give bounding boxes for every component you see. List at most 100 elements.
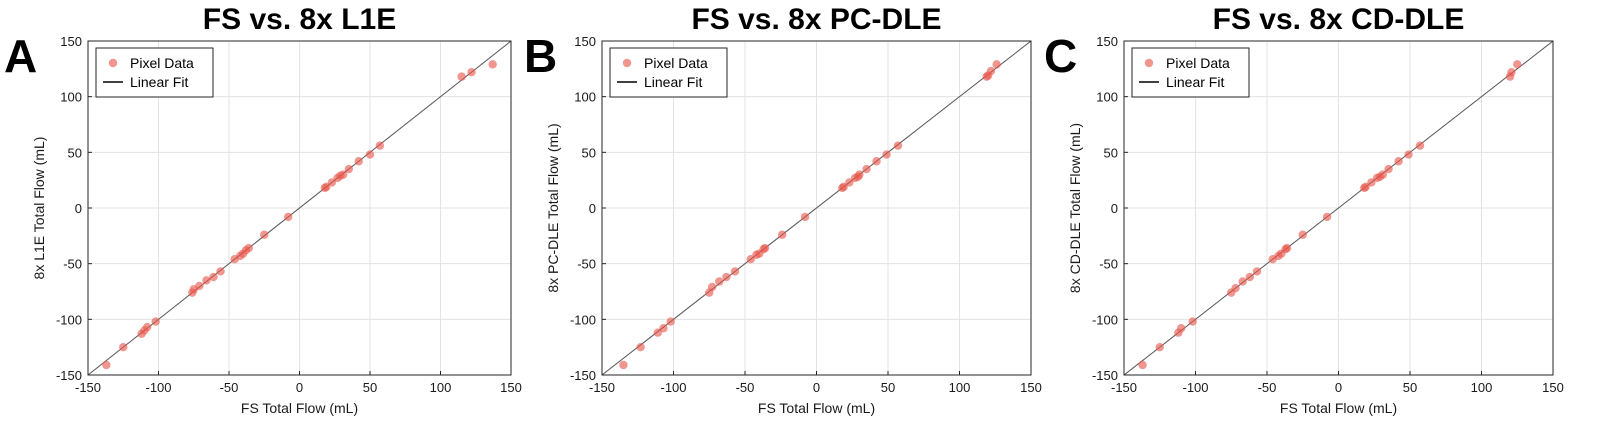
y-tick-label: 0 — [1111, 201, 1118, 216]
legend: Pixel Data Linear Fit — [95, 47, 214, 98]
data-point — [1507, 67, 1516, 77]
x-tick-label: -150 — [1111, 380, 1137, 395]
x-tick-label: 100 — [949, 380, 971, 395]
data-point — [760, 243, 770, 253]
data-point — [327, 178, 337, 187]
y-tick-label: 150 — [1096, 34, 1118, 49]
legend-marker-pixel-data — [622, 58, 632, 68]
data-point — [855, 170, 864, 179]
data-point — [619, 360, 628, 370]
legend-box — [1131, 47, 1250, 98]
legend: Pixel Data Linear Fit — [1131, 47, 1250, 98]
data-point — [143, 322, 152, 332]
x-tick-label: -100 — [1182, 380, 1208, 395]
x-axis-label: FS Total Flow (mL) — [758, 400, 875, 416]
y-tick-label: -150 — [570, 368, 596, 383]
x-tick-label: 0 — [813, 380, 820, 395]
x-tick-label: 50 — [1403, 380, 1417, 395]
data-point — [457, 72, 466, 81]
data-point — [119, 342, 128, 352]
y-axis-label: 8x PC-DLE Total Flow (mL) — [545, 123, 561, 292]
data-point — [1394, 157, 1403, 166]
legend-marker-pixel-data — [1144, 58, 1154, 68]
data-point — [339, 170, 348, 179]
x-tick-label: -100 — [145, 380, 171, 395]
x-tick-label: -50 — [1258, 380, 1277, 395]
data-point — [202, 276, 211, 285]
legend-label-pixel-data: Pixel Data — [644, 55, 708, 71]
panel-letter: A — [4, 30, 37, 82]
data-point — [992, 60, 1001, 69]
legend-label-linear-fit: Linear Fit — [130, 74, 188, 90]
legend-box — [95, 47, 214, 98]
data-point — [1384, 164, 1393, 174]
data-point — [800, 212, 810, 222]
data-point — [322, 182, 331, 192]
data-point — [344, 164, 354, 174]
x-tick-label: 150 — [1020, 380, 1042, 395]
x-tick-label: -150 — [75, 380, 101, 395]
data-point — [1404, 150, 1413, 159]
y-tick-label: 100 — [574, 90, 596, 105]
data-point — [715, 277, 724, 286]
x-axis-label: FS Total Flow (mL) — [1280, 400, 1397, 416]
chart-panel-b: -150 -100 -50 0 50 100 150 -150 -100 -50 0 50 100 150… — [524, 3, 1042, 416]
chart-panel-c: -150 -100 -50 0 50 100 150 -150 -100 -50 0 50 100 150… — [1044, 3, 1564, 416]
chart-title: FS vs. 8x CD-DLE — [1213, 3, 1465, 36]
data-point — [1378, 170, 1388, 179]
data-point — [707, 282, 717, 292]
legend-label-pixel-data: Pixel Data — [1166, 55, 1230, 71]
x-tick-label: -150 — [589, 380, 615, 395]
data-point — [375, 141, 385, 150]
data-point — [467, 67, 476, 77]
y-tick-label: -100 — [570, 312, 596, 327]
data-point — [986, 66, 996, 76]
data-point — [1513, 60, 1522, 69]
data-point — [893, 141, 903, 150]
x-tick-label: 0 — [296, 380, 303, 395]
x-tick-label: 100 — [1471, 380, 1493, 395]
data-point — [636, 342, 645, 352]
data-point — [1367, 178, 1376, 187]
data-point — [1282, 243, 1292, 253]
data-point — [244, 243, 253, 253]
data-point — [1361, 182, 1370, 192]
y-tick-label: -50 — [63, 257, 82, 272]
legend-label-linear-fit: Linear Fit — [1166, 74, 1224, 90]
data-point — [1322, 212, 1332, 222]
data-point — [260, 230, 269, 239]
chart-title: FS vs. 8x PC-DLE — [691, 3, 941, 36]
data-point — [195, 281, 204, 291]
y-tick-label: 150 — [574, 34, 596, 49]
data-point — [1138, 360, 1147, 370]
data-point — [845, 178, 854, 187]
data-point — [730, 267, 740, 276]
x-tick-label: -50 — [736, 380, 755, 395]
panel-letter: C — [1044, 30, 1077, 82]
legend-box — [609, 47, 728, 98]
legend: Pixel Data Linear Fit — [609, 47, 728, 98]
x-tick-label: 50 — [363, 380, 377, 395]
data-point — [722, 272, 731, 282]
data-point — [1245, 272, 1255, 282]
data-point — [1415, 141, 1425, 150]
y-tick-label: 100 — [60, 90, 82, 105]
y-tick-label: 50 — [1104, 145, 1118, 160]
data-point — [666, 317, 675, 326]
y-tick-label: -150 — [1092, 368, 1118, 383]
data-point — [1231, 283, 1240, 293]
y-tick-label: 100 — [1096, 90, 1118, 105]
data-point — [1188, 317, 1197, 326]
x-tick-label: -100 — [660, 380, 686, 395]
y-tick-label: -100 — [1092, 312, 1118, 327]
legend-marker-pixel-data — [108, 58, 118, 68]
x-tick-label: -50 — [220, 380, 239, 395]
legend-label-linear-fit: Linear Fit — [644, 74, 702, 90]
chart-panel-a: -150 -100 -50 0 50 100 150 -150 -100 -50 0 50 100 150… — [4, 3, 522, 416]
data-point — [746, 255, 755, 264]
data-point — [1298, 230, 1307, 239]
data-point — [216, 267, 225, 276]
y-axis-label: 8x L1E Total Flow (mL) — [31, 137, 47, 280]
x-tick-label: 0 — [1335, 380, 1342, 395]
